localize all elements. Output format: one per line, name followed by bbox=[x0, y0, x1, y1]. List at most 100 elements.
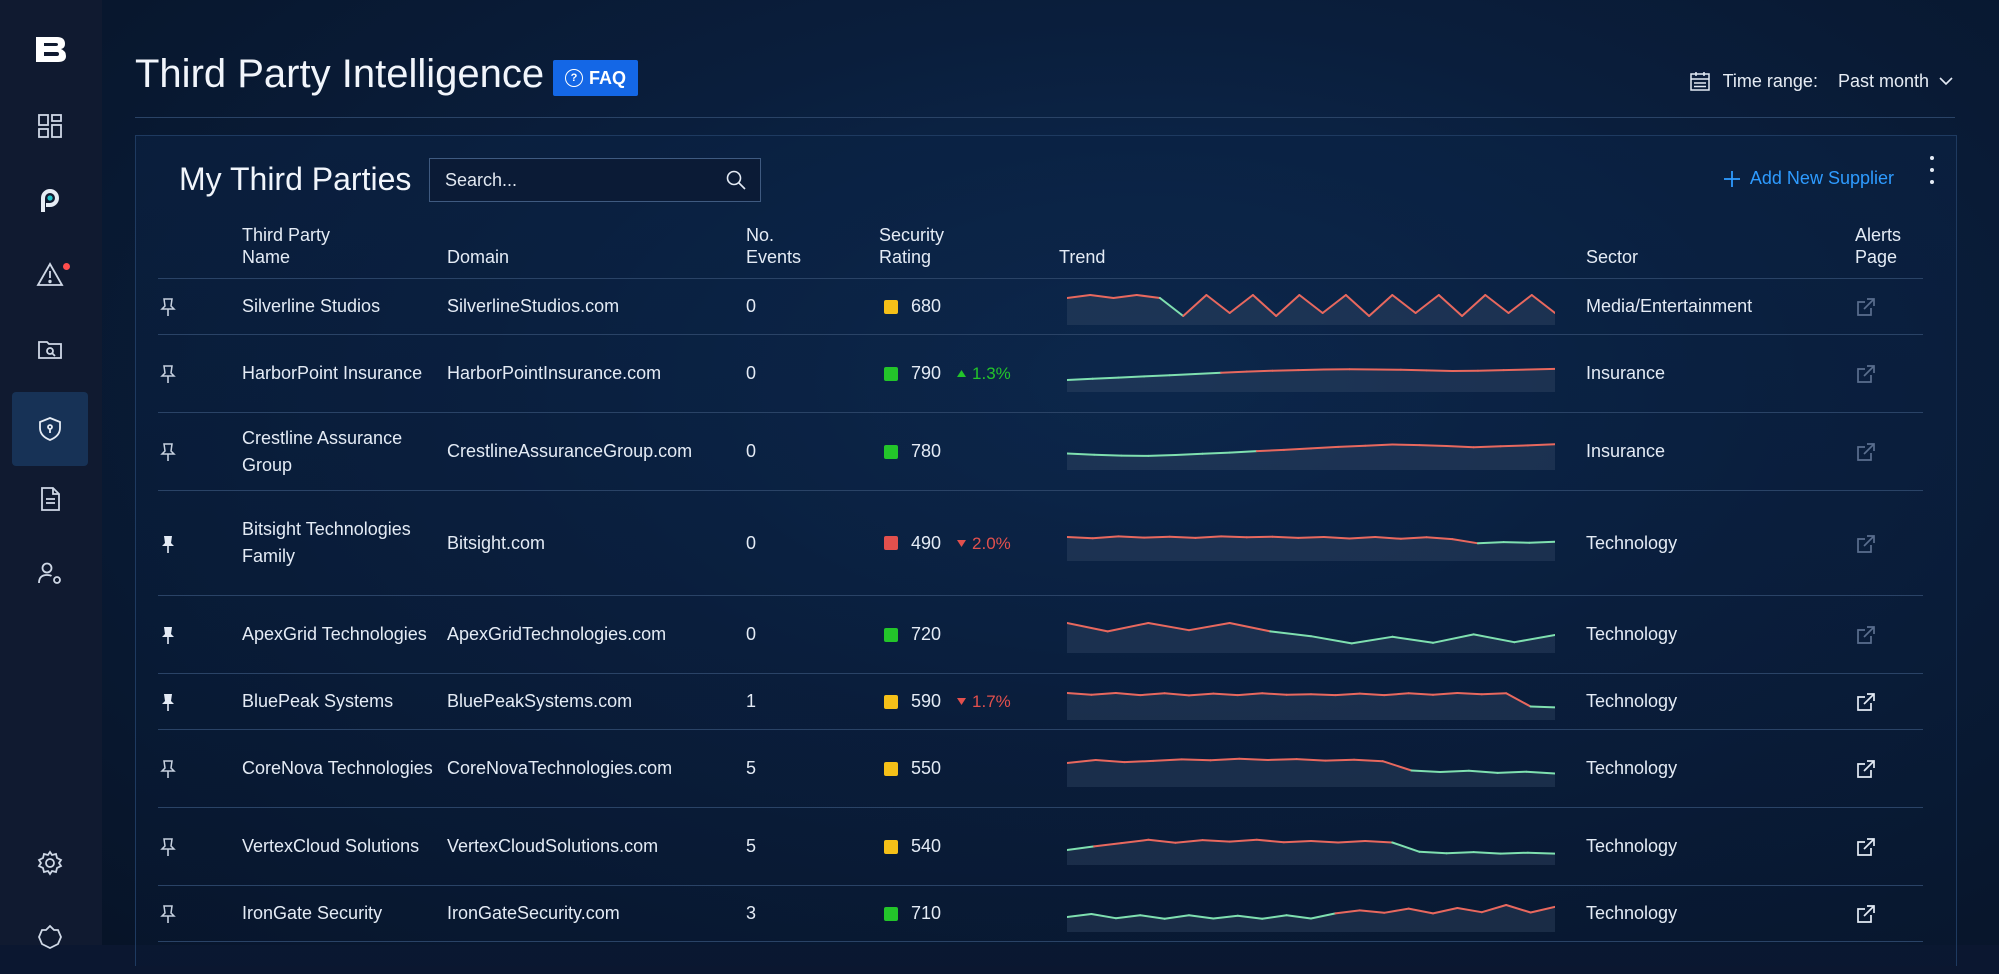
arrow-down-icon bbox=[957, 540, 966, 547]
third-party-name[interactable]: CoreNova Technologies bbox=[242, 730, 447, 808]
header-domain[interactable]: Domain bbox=[447, 224, 746, 279]
nav-third-party-intelligence[interactable] bbox=[12, 392, 88, 466]
nav-p-product[interactable] bbox=[12, 163, 88, 237]
third-party-name[interactable]: BluePeak Systems bbox=[242, 674, 447, 730]
header-events[interactable]: No. Events bbox=[746, 224, 879, 279]
page-title: Third Party Intelligence bbox=[135, 52, 544, 97]
pin-icon[interactable] bbox=[158, 442, 178, 462]
header-rating[interactable]: Security Rating bbox=[879, 224, 1059, 279]
third-party-name[interactable]: HarborPoint Insurance bbox=[242, 335, 447, 413]
rating-delta: 1.7% bbox=[957, 688, 1011, 715]
alerts-page-cell bbox=[1855, 335, 1923, 413]
domain: BluePeakSystems.com bbox=[447, 674, 746, 730]
pin-cell[interactable] bbox=[158, 491, 242, 596]
pin-cell[interactable] bbox=[158, 279, 242, 335]
nav-settings[interactable] bbox=[12, 826, 88, 900]
alerts-page-cell[interactable] bbox=[1855, 730, 1923, 808]
trend-segment bbox=[1474, 446, 1501, 447]
dashboard-icon bbox=[36, 112, 64, 140]
pin-icon[interactable] bbox=[158, 759, 178, 779]
nav-alerts[interactable] bbox=[12, 238, 88, 312]
more-options-icon[interactable] bbox=[1926, 156, 1938, 184]
trend-cell bbox=[1059, 886, 1586, 942]
trend-segment bbox=[1239, 758, 1268, 759]
trend-segment bbox=[1528, 852, 1555, 853]
alert-badge bbox=[63, 263, 70, 270]
trend-segment bbox=[1501, 852, 1528, 853]
pin-cell[interactable] bbox=[158, 335, 242, 413]
header-sector[interactable]: Sector bbox=[1586, 224, 1855, 279]
pin-cell[interactable] bbox=[158, 730, 242, 808]
trend-segment bbox=[1221, 536, 1247, 537]
pin-cell[interactable] bbox=[158, 674, 242, 730]
nav-dashboard[interactable] bbox=[12, 89, 88, 163]
pin-cell[interactable] bbox=[158, 596, 242, 674]
search-icon[interactable] bbox=[725, 169, 747, 191]
trend-segment bbox=[1247, 537, 1273, 538]
external-link-icon[interactable] bbox=[1855, 691, 1877, 713]
pin-icon[interactable] bbox=[158, 904, 178, 924]
search-box[interactable] bbox=[429, 158, 761, 202]
trend-segment bbox=[1440, 770, 1469, 771]
header-name[interactable]: Third Party Name bbox=[242, 224, 447, 279]
pin-icon[interactable] bbox=[158, 297, 178, 317]
third-party-name[interactable]: VertexCloud Solutions bbox=[242, 808, 447, 886]
search-input[interactable] bbox=[443, 169, 707, 192]
third-party-name[interactable]: Bitsight Technologies Family bbox=[242, 491, 447, 596]
trend-segment bbox=[1457, 693, 1481, 694]
domain: IronGateSecurity.com bbox=[447, 886, 746, 942]
third-party-name[interactable]: Silverline Studios bbox=[242, 279, 447, 335]
security-rating: 490 bbox=[911, 530, 941, 557]
trend-cell bbox=[1059, 730, 1586, 808]
brand-logo-icon[interactable] bbox=[33, 33, 69, 65]
add-new-supplier-button[interactable]: Add New Supplier bbox=[1722, 168, 1894, 189]
pin-cell[interactable] bbox=[158, 808, 242, 886]
alerts-page-cell[interactable] bbox=[1855, 808, 1923, 886]
security-rating: 550 bbox=[911, 755, 941, 782]
pin-icon[interactable] bbox=[158, 837, 178, 857]
add-supplier-label: Add New Supplier bbox=[1750, 168, 1894, 189]
trend-segment bbox=[1170, 537, 1196, 538]
third-parties-table: Third Party Name Domain No. Events Secur… bbox=[158, 224, 1923, 942]
pin-filled-icon[interactable] bbox=[158, 534, 178, 554]
external-link-icon[interactable] bbox=[1855, 758, 1877, 780]
nav-integrations[interactable] bbox=[12, 900, 88, 974]
third-party-name[interactable]: IronGate Security bbox=[242, 886, 447, 942]
security-rating-cell: 710 bbox=[879, 886, 1059, 942]
trend-cell bbox=[1059, 491, 1586, 596]
external-link-icon[interactable] bbox=[1855, 903, 1877, 925]
trend-sparkline bbox=[1067, 684, 1555, 720]
third-party-name[interactable]: ApexGrid Technologies bbox=[242, 596, 447, 674]
pin-icon[interactable] bbox=[158, 364, 178, 384]
external-link-icon[interactable] bbox=[1855, 836, 1877, 858]
alerts-page-cell[interactable] bbox=[1855, 886, 1923, 942]
sector: Media/Entertainment bbox=[1586, 279, 1855, 335]
pin-filled-icon[interactable] bbox=[158, 692, 178, 712]
pin-cell[interactable] bbox=[158, 886, 242, 942]
nav-reports[interactable] bbox=[12, 462, 88, 536]
alerts-page-cell[interactable] bbox=[1855, 674, 1923, 730]
trend-segment bbox=[1118, 536, 1144, 537]
security-rating-cell: 540 bbox=[879, 808, 1059, 886]
faq-button[interactable]: ? FAQ bbox=[553, 60, 638, 96]
time-range-label: Time range: bbox=[1723, 71, 1818, 92]
trend-segment bbox=[1498, 771, 1527, 772]
nav-user-settings[interactable] bbox=[12, 536, 88, 610]
time-range-selector[interactable]: Time range: Past month bbox=[1689, 70, 1955, 92]
pin-filled-icon[interactable] bbox=[158, 625, 178, 645]
nav-investigations[interactable] bbox=[12, 312, 88, 386]
pin-cell[interactable] bbox=[158, 413, 242, 491]
third-party-name[interactable]: Crestline Assurance Group bbox=[242, 413, 447, 491]
trend-segment bbox=[1447, 446, 1474, 447]
trend-sparkline bbox=[1067, 525, 1555, 561]
trend-segment bbox=[1501, 445, 1528, 446]
